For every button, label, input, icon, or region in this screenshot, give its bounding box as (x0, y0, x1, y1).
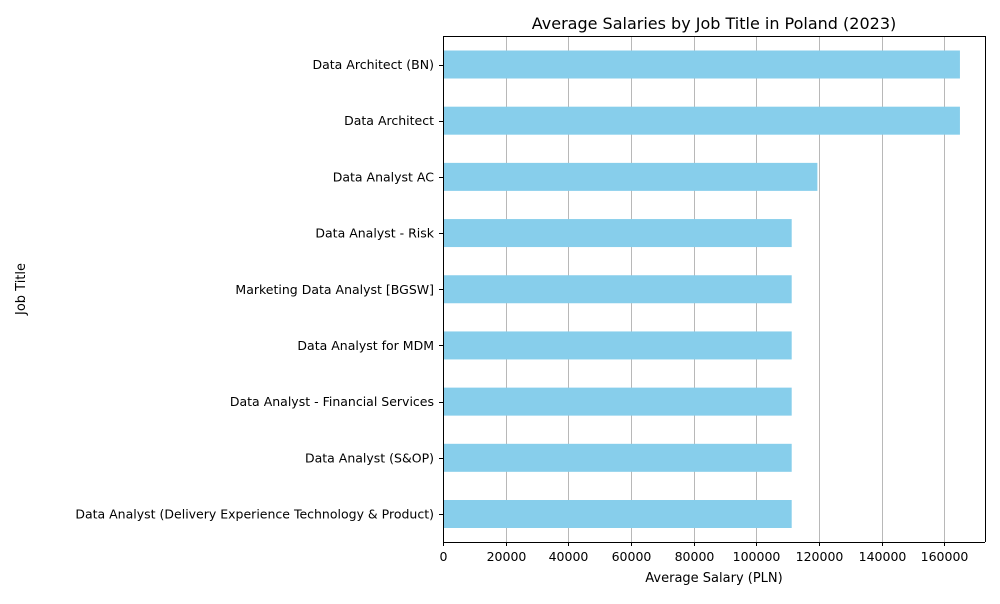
y-tick-label: Data Analyst AC (333, 169, 435, 184)
x-tick-label: 140000 (859, 549, 907, 564)
bar (443, 219, 792, 248)
chart-title: Average Salaries by Job Title in Poland … (532, 14, 897, 33)
bar (443, 106, 960, 135)
y-tick-label: Data Architect (BN) (312, 57, 434, 72)
bar (443, 275, 792, 304)
y-ticks: Data Architect (BN) Data Architect Data An… (75, 57, 443, 522)
x-tick-label: 40000 (549, 549, 589, 564)
x-tick-label: 20000 (487, 549, 527, 564)
y-tick-label: Marketing Data Analyst [BGSW] (235, 282, 434, 297)
x-ticks: 0 20000 40000 60000 80000 100000 120000 140000 1… (440, 542, 969, 564)
y-tick-label: Data Analyst - Risk (315, 226, 434, 241)
x-tick-label: 80000 (675, 549, 715, 564)
x-tick-label: 60000 (612, 549, 652, 564)
x-tick-label: 120000 (796, 549, 844, 564)
x-tick-label: 100000 (733, 549, 781, 564)
y-tick-label: Data Analyst (S&OP) (305, 450, 434, 465)
y-axis-label: Job Title (14, 263, 29, 316)
x-axis-label: Average Salary (PLN) (645, 571, 782, 586)
y-tick-label: Data Analyst (Delivery Experience Techno… (75, 507, 434, 522)
bar (443, 387, 792, 416)
bar (443, 162, 818, 191)
y-tick-label: Data Analyst - Financial Services (230, 394, 434, 409)
bar (443, 331, 792, 360)
bar (443, 500, 792, 528)
x-tick-label: 160000 (921, 549, 969, 564)
x-tick-label: 0 (440, 549, 448, 564)
bar (443, 443, 792, 472)
y-tick-label: Data Architect (344, 113, 434, 128)
axes (443, 36, 986, 543)
bars (443, 50, 960, 528)
bar (443, 50, 960, 79)
y-tick-label: Data Analyst for MDM (297, 338, 434, 353)
